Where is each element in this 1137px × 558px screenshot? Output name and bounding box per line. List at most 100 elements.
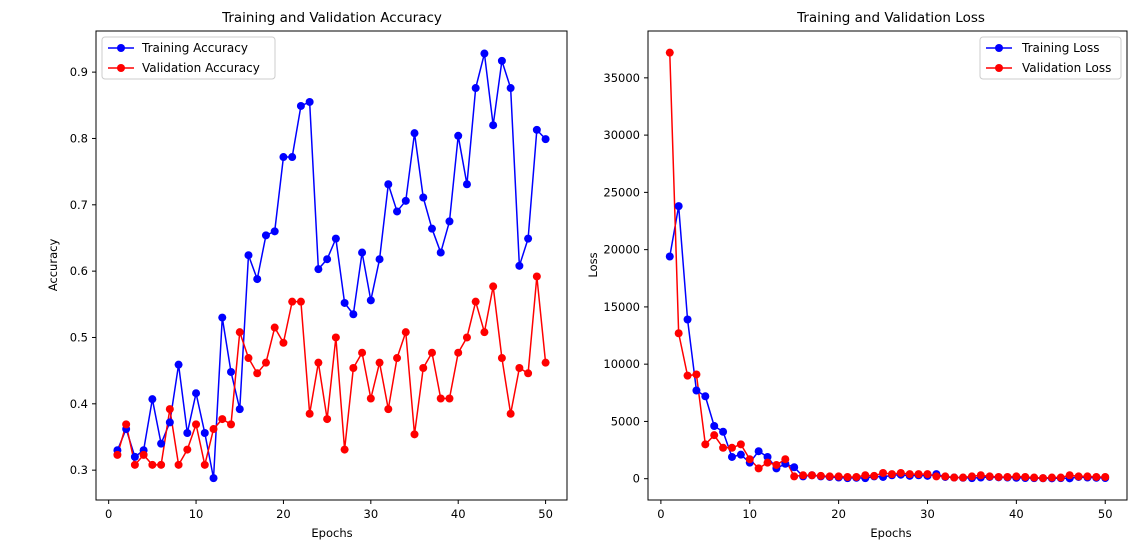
accuracy-series-0-point: [261, 231, 270, 240]
loss-series-1-point: [985, 472, 994, 481]
accuracy-series-1-point: [157, 460, 166, 469]
accuracy-series-1-point: [130, 460, 139, 469]
accuracy-series-0-point: [454, 131, 463, 140]
loss-x-tick-label: 40: [1009, 507, 1024, 521]
loss-series-1-point: [1039, 474, 1048, 483]
accuracy-series-1-point: [148, 460, 157, 469]
accuracy-series-1-point: [183, 445, 192, 454]
accuracy-legend-entry-validation: Validation Accuracy: [108, 61, 260, 75]
accuracy-series-0-point: [218, 313, 227, 322]
accuracy-series-1-point: [305, 409, 314, 418]
accuracy-legend-box: [101, 36, 276, 80]
accuracy-series-0-point: [174, 360, 183, 369]
accuracy-series-1-point: [288, 297, 297, 306]
accuracy-y-tick-label: 0.4: [70, 397, 88, 411]
accuracy-series-1-point: [471, 297, 480, 306]
accuracy-series-0-point: [192, 389, 201, 398]
loss-series-1-point: [870, 471, 879, 480]
accuracy-y-tick-label: 0.5: [70, 330, 88, 344]
loss-series-1-point: [701, 440, 710, 449]
accuracy-series-1-point: [541, 358, 550, 367]
loss-series-1-point: [754, 464, 763, 473]
accuracy-series-0-point: [279, 153, 288, 162]
loss-series-1-point: [843, 472, 852, 481]
accuracy-series-0-point: [515, 261, 524, 270]
accuracy-series-1-point: [462, 333, 471, 342]
loss-x-tick-label: 10: [742, 507, 757, 521]
accuracy-series-0-point: [165, 418, 174, 427]
accuracy-series-1-point: [393, 354, 402, 363]
loss-y-tick-label: 20000: [603, 243, 640, 257]
accuracy-series-0-point: [157, 439, 166, 448]
accuracy-series-1-point: [113, 450, 122, 459]
loss-series-line-0: [669, 205, 1106, 480]
accuracy-series-1-point: [209, 425, 218, 434]
accuracy-chart: Training and Validation Accuracy 0 10 20 30…: [46, 10, 568, 540]
loss-legend-label-training: Training Loss: [1021, 41, 1099, 55]
loss-series-1-point: [914, 470, 923, 479]
loss-x-axis-label: Epochs: [870, 526, 911, 540]
accuracy-x-tick-label: 40: [451, 507, 466, 521]
loss-series-1-point: [781, 455, 790, 464]
loss-series-1-point: [727, 443, 736, 452]
accuracy-series-1-point: [192, 420, 201, 429]
accuracy-series-0-point: [314, 265, 323, 274]
loss-series-1-point: [683, 371, 692, 380]
loss-series-0-point: [790, 463, 799, 472]
loss-chart-title: Training and Validation Loss: [796, 10, 985, 26]
accuracy-series-0-point: [497, 56, 506, 65]
accuracy-series-1-point: [323, 415, 332, 424]
accuracy-legend-entry-training: Training Accuracy: [108, 41, 248, 55]
accuracy-x-tick-label: 20: [276, 507, 291, 521]
loss-series-1-point: [736, 440, 745, 449]
loss-series-1-point: [1092, 472, 1101, 481]
accuracy-series-0-point: [410, 129, 419, 138]
accuracy-series-0-point: [270, 227, 279, 236]
accuracy-series-1-point: [436, 394, 445, 403]
loss-series-1-point: [719, 443, 728, 452]
loss-series-lines: [669, 52, 1106, 480]
accuracy-series-1-point: [532, 272, 541, 281]
loss-series-0-point: [710, 422, 719, 431]
loss-series-1-point: [816, 471, 825, 480]
loss-series-1-point: [772, 460, 781, 469]
accuracy-series-0-point: [480, 49, 489, 58]
loss-series-0-point: [683, 315, 692, 324]
accuracy-series-1-point: [331, 333, 340, 342]
accuracy-legend-marker-validation: [117, 64, 125, 72]
loss-series-1-point: [967, 472, 976, 481]
accuracy-series-1-point: [296, 297, 305, 306]
loss-series-0-point: [701, 392, 710, 401]
loss-ticks: 0 10 20 30 40 50 0 5000 10000 15000 20000 25000 3000…: [603, 71, 1112, 521]
accuracy-series-0-point: [358, 248, 367, 257]
loss-series-1-point: [790, 472, 799, 481]
accuracy-series-1-point: [358, 348, 367, 357]
loss-chart: Training and Validation Loss 0 10 20 30 40 50…: [586, 10, 1128, 540]
loss-series-1-point: [807, 471, 816, 480]
loss-series-0-point: [719, 427, 728, 436]
loss-series-1-point: [1056, 473, 1065, 482]
loss-points: [665, 48, 1110, 483]
loss-series-1-point: [1074, 472, 1083, 481]
loss-series-1-point: [941, 472, 950, 481]
loss-series-0-point: [736, 450, 745, 459]
accuracy-series-0-point: [323, 255, 332, 264]
accuracy-series-0-point: [489, 121, 498, 130]
loss-series-1-point: [799, 471, 808, 480]
loss-series-1-point: [950, 473, 959, 482]
loss-series-1-point: [932, 472, 941, 481]
loss-y-tick-label: 15000: [603, 300, 640, 314]
loss-x-tick-label: 20: [831, 507, 846, 521]
accuracy-series-0-point: [209, 474, 218, 483]
accuracy-series-0-point: [532, 125, 541, 134]
loss-series-0-point: [692, 386, 701, 395]
accuracy-series-0-point: [130, 452, 139, 461]
accuracy-x-tick-label: 10: [189, 507, 204, 521]
loss-series-0-point: [727, 452, 736, 461]
accuracy-series-0-point: [288, 153, 297, 162]
loss-y-tick-label: 30000: [603, 128, 640, 142]
accuracy-series-1-point: [227, 420, 236, 429]
accuracy-series-0-point: [524, 234, 533, 243]
loss-series-1-point: [1083, 472, 1092, 481]
